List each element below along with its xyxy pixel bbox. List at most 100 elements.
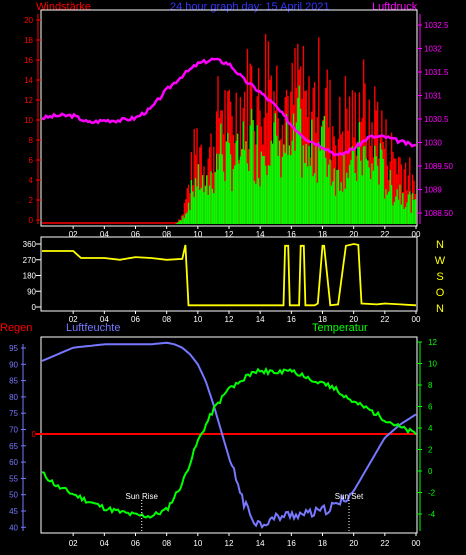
x-tick-label: 10 (193, 230, 202, 239)
pressure-y-tick-label: 1030 (424, 139, 442, 148)
x-tick-label: 14 (256, 539, 265, 548)
compass-letter: S (436, 271, 443, 283)
wind-y-tick-label: 14 (24, 76, 33, 85)
direction-y-tick-label: 360 (23, 240, 37, 249)
x-tick-label: 08 (162, 315, 171, 324)
rain-y-tick-label: 0 (32, 430, 37, 439)
x-tick-label: 12 (225, 539, 234, 548)
humidity-y-tick-label: 95 (9, 344, 18, 353)
direction-y-tick-label: 0 (32, 303, 37, 312)
wind-y-tick-label: 2 (29, 196, 34, 205)
x-tick-label: 02 (69, 230, 78, 239)
wind-y-tick-label: 10 (24, 116, 33, 125)
temperature-y-tick-label: 10 (428, 360, 437, 369)
humidity-y-tick-label: 70 (9, 426, 18, 435)
x-tick-label: 04 (100, 539, 109, 548)
x-tick-label: 18 (318, 539, 327, 548)
x-tick-label: 18 (318, 230, 327, 239)
x-tick-label: 06 (131, 230, 140, 239)
x-tick-label: 16 (287, 315, 296, 324)
sunrise-label: Sun Rise (125, 492, 158, 501)
x-tick-label: 02 (69, 539, 78, 548)
x-tick-label: 18 (318, 315, 327, 324)
x-tick-label: 10 (193, 539, 202, 548)
x-tick-label: 08 (162, 539, 171, 548)
wind-axis-title: Windstärke (36, 1, 91, 13)
humidity-y-tick-label: 60 (9, 458, 18, 467)
x-tick-label: 04 (100, 230, 109, 239)
humidity-label: Luftfeuchte (66, 322, 120, 334)
x-tick-label: 10 (193, 315, 202, 324)
humidity-series-line (41, 341, 417, 530)
wind-layer (41, 33, 417, 224)
direction-y-tick-label: 90 (27, 287, 36, 296)
pressure-y-tick-label: 1032.5 (424, 21, 449, 30)
x-tick-label: 16 (287, 230, 296, 239)
pressure-y-tick-label: 1089.50 (424, 162, 453, 171)
rain-label: Regen (0, 322, 32, 334)
x-tick-label: 12 (225, 315, 234, 324)
wind-y-tick-label: 8 (29, 136, 34, 145)
humidity-y-tick-label: 85 (9, 377, 18, 386)
x-tick-label: 06 (131, 539, 140, 548)
sunset-label: Sun Set (335, 492, 364, 501)
compass-letter: W (435, 255, 446, 267)
x-tick-label: 06 (131, 315, 140, 324)
climate-layer: Sun Rise Sun Set (36, 341, 417, 531)
temperature-y-tick-label: -2 (428, 489, 436, 498)
pressure-y-tick-label: 1032 (424, 45, 442, 54)
humidity-y-tick-label: 90 (9, 360, 18, 369)
pressure-y-tick-label: 1088.50 (424, 209, 453, 218)
compass-letter: N (436, 303, 444, 315)
x-tick-label: 04 (100, 315, 109, 324)
x-tick-label: 22 (380, 539, 389, 548)
wind-y-tick-label: 0 (29, 216, 34, 225)
compass-letter: O (436, 287, 445, 299)
pressure-axis-title: Luftdruck (372, 1, 418, 13)
temperature-y-tick-label: 6 (428, 403, 433, 412)
x-tick-label: 16 (287, 539, 296, 548)
x-tick-label: 00 (412, 315, 421, 324)
humidity-y-tick-label: 55 (9, 474, 18, 483)
compass-letter: N (436, 239, 444, 251)
x-tick-label: 08 (162, 230, 171, 239)
direction-y-tick-label: 180 (23, 272, 37, 281)
humidity-y-tick-label: 80 (9, 393, 18, 402)
direction-layer (42, 243, 417, 307)
temperature-y-tick-label: 2 (428, 446, 433, 455)
humidity-y-tick-label: 75 (9, 409, 18, 418)
x-tick-label: 00 (412, 539, 421, 548)
temperature-y-tick-label: 12 (428, 338, 437, 347)
pressure-y-tick-label: 1089 (424, 186, 442, 195)
humidity-y-tick-label: 50 (9, 491, 18, 500)
x-tick-label: 22 (380, 230, 389, 239)
pressure-y-tick-label: 1031.5 (424, 68, 449, 77)
x-tick-label: 02 (69, 315, 78, 324)
wind-direction-line (42, 243, 417, 307)
temperature-y-tick-label: -4 (428, 510, 436, 519)
direction-y-tick-label: 270 (23, 256, 37, 265)
x-tick-label: 00 (412, 230, 421, 239)
temperature-y-tick-label: 8 (428, 381, 433, 390)
humidity-y-tick-label: 40 (9, 523, 18, 532)
x-tick-label: 14 (256, 230, 265, 239)
temperature-label: Temperatur (312, 322, 368, 334)
wind-y-tick-label: 20 (24, 16, 33, 25)
humidity-y-tick-label: 65 (9, 442, 18, 451)
x-tick-label: 20 (349, 315, 358, 324)
chart-title: 24 hour graph day: 15 April 2021 (170, 1, 330, 13)
pressure-y-tick-label: 1031 (424, 92, 442, 101)
wind-y-tick-label: 6 (29, 156, 34, 165)
temperature-series-line (41, 366, 417, 519)
x-tick-label: 20 (349, 230, 358, 239)
x-tick-label: 22 (380, 315, 389, 324)
wind-y-tick-label: 18 (24, 36, 33, 45)
temperature-y-tick-label: 4 (428, 424, 433, 433)
humidity-y-tick-label: 45 (9, 507, 18, 516)
temperature-y-tick-label: 0 (428, 467, 433, 476)
pressure-series-line (41, 57, 417, 157)
x-tick-label: 14 (256, 315, 265, 324)
x-tick-label: 12 (225, 230, 234, 239)
